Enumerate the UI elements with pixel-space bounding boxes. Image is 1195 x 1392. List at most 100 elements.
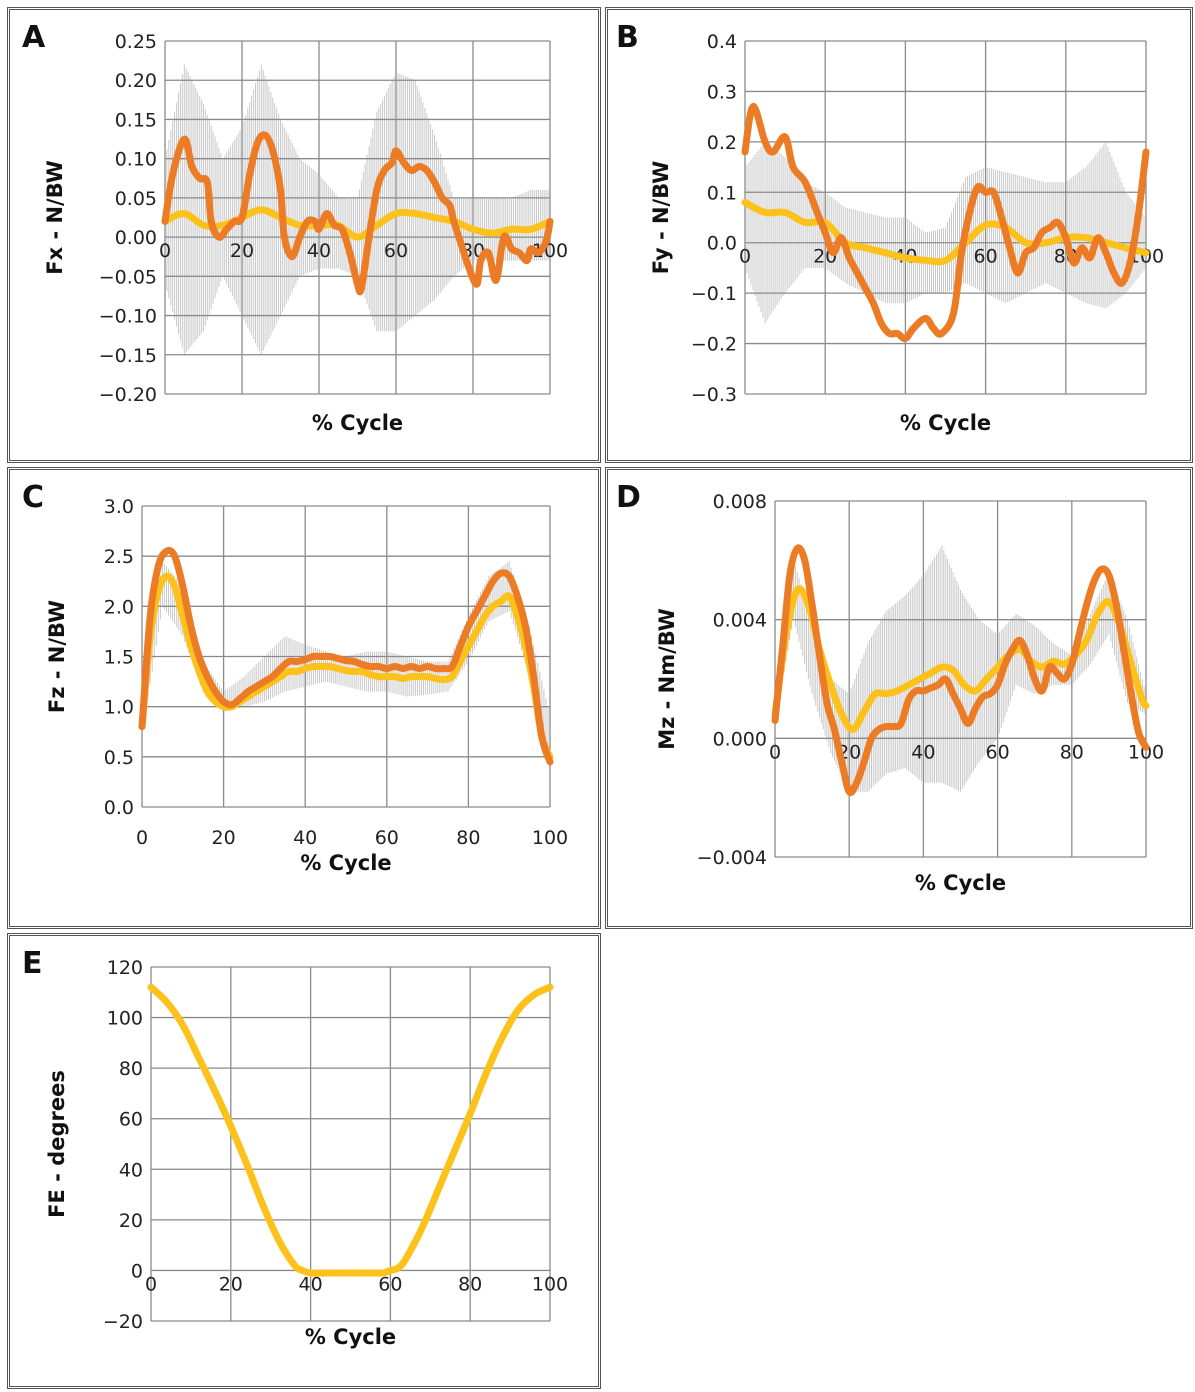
y-tick-label: 0.05 [115,188,157,210]
y-tick-label: 0.5 [104,747,134,769]
x-tick-label: 40 [307,240,331,262]
chart-c-content: 3.0 2.5 2.0 1.5 1.0 0.5 0.00 20 40 60 80 100 % Cycle… [45,496,568,875]
y-tick-label: 0.0 [104,797,134,819]
series-line-1 [161,131,554,296]
y-tick-label: −0.15 [99,345,157,367]
chart-a-content: 0.25 0.20 0.15 0.10 0.05 0.00 −0.05 −0.10 −0.15 −… [43,31,568,435]
y-axis-title: Fy - N/BW [649,161,673,275]
y-axis-title: Fx - N/BW [43,160,67,275]
x-tick-label: 40 [299,1273,323,1295]
y-tick-label: 0 [131,1260,143,1282]
panel-c: 3.0 2.5 2.0 1.5 1.0 0.5 0.0 0 20 40 60 80 100 % Cycle… [7,467,601,929]
y-tick-label: 20 [119,1210,143,1232]
y-tick-label: 0.2 [707,132,737,154]
x-tick-label: 60 [378,1273,402,1295]
x-tick-label: 40 [293,827,317,849]
y-tick-label: −0.20 [99,384,157,406]
x-tick-label: 40 [911,741,935,763]
y-tick-label: 0.00 [115,227,157,249]
x-tick-label: 80 [1060,741,1084,763]
x-tick-label: 20 [219,1273,243,1295]
series-line-1 [741,103,1150,343]
x-axis-title: % Cycle [915,871,1006,895]
y-tick-label: −0.10 [99,306,157,328]
panel-e: 120 100 80 60 40 20 0 −20 0 20 40 60 80 100% Cycle FE … [7,933,601,1389]
chart-b-content: 0.40.30.20.10.0−0.1−0.2−0.30 20 40 60 80 100%… [649,31,1164,435]
panel-letter: A [22,20,46,55]
y-tick-label: 0.25 [115,31,157,53]
series-line-1 [771,544,1150,797]
x-tick-label: 0 [739,246,751,268]
x-tick-label: 80 [456,827,480,849]
y-tick-label: 0.000 [713,728,767,750]
y-tick-label: −0.004 [697,847,767,869]
panel-d: 0.008 0.004 0.000 −0.004 0 20 40 60 80 100% Cycle… [605,467,1193,929]
y-tick-label: 3.0 [104,496,134,518]
y-tick-label: 1.5 [104,647,134,669]
x-tick-label: 60 [974,246,998,268]
y-axis-title: Mz - Nm/BW [655,608,679,750]
y-tick-label: 0.10 [115,149,157,171]
chart-a: 0.25 0.20 0.15 0.10 0.05 0.00 −0.05 −0.10 −0.15 −… [43,31,568,435]
variability-band [164,64,551,355]
x-tick-label: 0 [136,827,148,849]
chart-b: 0.40.30.20.10.0−0.1−0.2−0.30 20 40 60 80 100%… [649,31,1164,435]
x-tick-label: 0 [769,741,781,763]
y-tick-label: 0.1 [707,182,737,204]
x-tick-label: 0 [159,240,171,262]
x-tick-label: 60 [986,741,1010,763]
x-tick-label: 20 [230,240,254,262]
x-axis-title: % Cycle [300,851,391,875]
series-line-0 [741,198,1150,266]
y-tick-label: 2.0 [104,596,134,618]
y-tick-label: 0.004 [713,610,767,632]
x-tick-label: 100 [532,1273,568,1295]
series-line-1 [138,546,554,766]
panel-letter: D [616,480,641,515]
y-tick-label: 80 [119,1058,143,1080]
panel-b: 0.4 0.3 0.2 0.1 0.0 −0.1 −0.2 −0.3 0 20 40 60 80 100%… [605,7,1193,463]
y-axis-title: FE - degrees [45,1070,69,1218]
x-axis-title: % Cycle [900,411,991,435]
y-tick-label: 100 [107,1008,143,1030]
x-axis-title: % Cycle [305,1325,396,1349]
y-tick-label: −0.3 [691,384,737,406]
x-tick-label: 100 [1128,741,1164,763]
x-tick-label: 100 [532,827,568,849]
variability-band [744,141,1147,324]
series-line-0 [138,572,554,761]
y-tick-label: −0.05 [99,266,157,288]
y-tick-label: 0.20 [115,70,157,92]
panel-letter: E [22,946,43,981]
y-tick-label: 2.5 [104,546,134,568]
y-tick-label: −20 [103,1311,143,1333]
y-tick-label: 0.15 [115,109,157,131]
y-tick-label: 0.008 [713,491,767,513]
x-axis-title: % Cycle [312,411,403,435]
x-tick-label: 0 [145,1273,157,1295]
y-tick-label: 0.3 [707,81,737,103]
y-tick-label: 120 [107,957,143,979]
series-line-0 [147,983,554,1277]
y-tick-label: 0.0 [707,233,737,255]
panel-letter: B [616,20,639,55]
y-tick-label: 60 [119,1109,143,1131]
x-tick-label: 60 [375,827,399,849]
panel-a: 0.25 0.20 0.15 0.10 0.05 0.00 −0.05 −0.10 −0.15 −… [7,7,601,463]
x-tick-label: 80 [458,1273,482,1295]
y-tick-label: −0.2 [691,334,737,356]
y-tick-label: 0.4 [707,31,737,53]
panel-letter: C [22,480,45,515]
chart-c: 3.0 2.5 2.0 1.5 1.0 0.5 0.00 20 40 60 80 100 % Cycle… [45,496,568,875]
series-line-0 [771,585,1150,733]
x-tick-label: 20 [212,827,236,849]
y-tick-label: 1.0 [104,697,134,719]
y-tick-label: −0.1 [691,283,737,305]
y-tick-label: 40 [119,1159,143,1181]
y-axis-title: Fz - N/BW [45,600,69,713]
x-tick-label: 60 [384,240,408,262]
